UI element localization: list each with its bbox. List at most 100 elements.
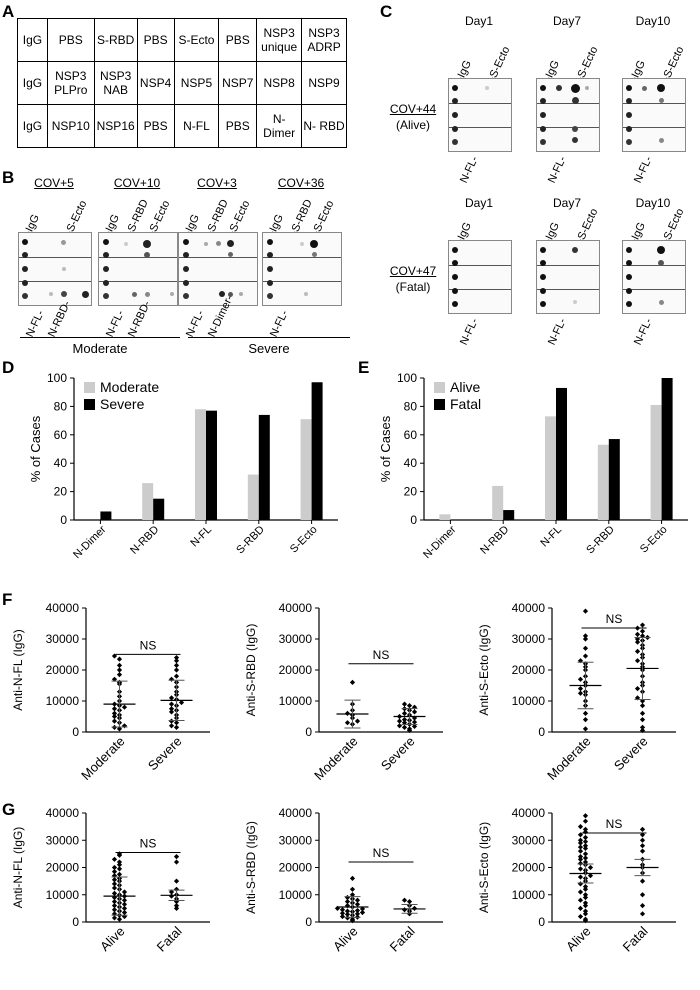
legend-swatch [84, 382, 95, 393]
blot-spot [642, 85, 648, 91]
day-title: Day7 [552, 14, 581, 28]
data-point [173, 886, 180, 892]
data-point [577, 866, 584, 872]
data-point [639, 878, 646, 884]
data-point [396, 723, 403, 729]
y-axis-label: Anti-S-Ecto (IgG) [477, 624, 491, 715]
y-tick-label: 10000 [46, 888, 80, 902]
blot-spot [451, 274, 458, 280]
blot-title: COV+36 [277, 176, 325, 190]
table-cell: S-RBD [93, 18, 138, 62]
data-point [111, 907, 118, 913]
y-tick-label: 0 [538, 915, 545, 929]
data-point [639, 911, 646, 917]
data-point [577, 881, 584, 887]
panel-label-g: G [2, 800, 16, 819]
blot-row-divider [99, 257, 177, 258]
blot-spot [310, 239, 319, 248]
data-point [582, 883, 589, 890]
bar-alive-n-rbd [492, 485, 504, 520]
data-point [639, 628, 646, 634]
y-axis-label: Anti-N-FL (IgG) [11, 827, 25, 909]
scatter-chart-g1: 0 10000 20000 30000 40000 Anti-N-FL (IgG) Aliv… [11, 806, 210, 955]
y-tick-label: 40000 [46, 806, 80, 820]
data-point [121, 723, 128, 729]
x-tick-label: S-RBD [234, 524, 267, 557]
data-point [582, 900, 589, 906]
bar-alive-s-rbd [597, 444, 609, 520]
table-cell: NSP4 [136, 61, 175, 105]
x-tick-label: N-RBD [478, 524, 511, 557]
data-point [582, 726, 589, 732]
table-cell: NSP5 [173, 61, 220, 105]
y-tick-label: 20 [54, 485, 68, 499]
panel-label-c: C [380, 2, 393, 21]
data-point [406, 898, 413, 905]
data-point [116, 866, 123, 872]
x-tick-label: Severe [378, 734, 418, 774]
blot-bottom-label: N-FL- [546, 316, 569, 348]
blot-spot [82, 290, 90, 298]
bar-moderate-s-rbd [247, 474, 259, 520]
blot-spot [22, 280, 29, 287]
data-point [582, 608, 589, 614]
data-point [577, 824, 584, 830]
y-tick-label: 60 [54, 428, 68, 442]
blot-spot [183, 293, 190, 300]
blot-spot [539, 139, 546, 146]
blot-spot [625, 259, 632, 266]
data-point [411, 709, 418, 715]
blot-spot [183, 280, 190, 287]
blot-bottom-label: N-FL- [268, 308, 291, 340]
table-cell: PBS [218, 104, 258, 148]
moderate-group-line [20, 337, 180, 338]
blot-spot [657, 84, 666, 93]
data-point [639, 703, 646, 709]
table-cell: PBS [218, 18, 258, 62]
data-point [577, 874, 584, 880]
blot-bottom-label: N-FL- [632, 154, 655, 186]
data-point [577, 897, 584, 903]
blot-spot [451, 85, 458, 92]
significance-label: NS [373, 846, 390, 860]
blot-row-divider [537, 265, 599, 266]
blot-spot [61, 239, 67, 245]
y-tick-label: 30000 [279, 632, 313, 646]
dot-blot [448, 78, 512, 152]
y-tick-label: 20000 [279, 861, 313, 875]
x-tick-label: Severe [611, 734, 651, 774]
data-point [121, 889, 128, 895]
data-point [396, 718, 403, 724]
x-tick-label: N-Dimer [421, 523, 459, 561]
data-point [411, 704, 418, 710]
blot-spot [555, 85, 562, 92]
x-tick-label: S-Ecto [638, 524, 670, 556]
scatter-chart-g3: 0 10000 20000 30000 40000 Anti-S-Ecto (IgG) Al… [477, 806, 676, 955]
data-point [116, 656, 123, 662]
table-cell: IgG [17, 18, 48, 62]
y-tick-label: 60 [404, 428, 418, 442]
blot-spot [303, 292, 308, 297]
data-point [634, 631, 641, 637]
data-point [349, 875, 356, 881]
data-point [582, 653, 589, 659]
data-point [116, 871, 123, 877]
data-point [401, 897, 408, 903]
data-point [577, 905, 584, 911]
significance-label: NS [373, 648, 390, 662]
blot-spot [267, 251, 274, 258]
y-tick-label: 10000 [279, 888, 313, 902]
blot-spot [625, 288, 632, 295]
data-point [168, 695, 175, 701]
y-tick-label: 40000 [46, 601, 80, 615]
blot-row-divider [537, 127, 599, 128]
x-tick-label: Moderate [544, 734, 593, 783]
bar-fatal-n-rbd [503, 510, 515, 520]
blot-bottom-label: N-FL- [24, 308, 47, 340]
data-point [639, 622, 646, 628]
data-point [339, 907, 346, 913]
blot-spot [539, 247, 546, 254]
blot-row-divider [449, 103, 511, 104]
y-tick-label: 10000 [46, 694, 80, 708]
x-tick-label: Moderate [78, 734, 127, 783]
